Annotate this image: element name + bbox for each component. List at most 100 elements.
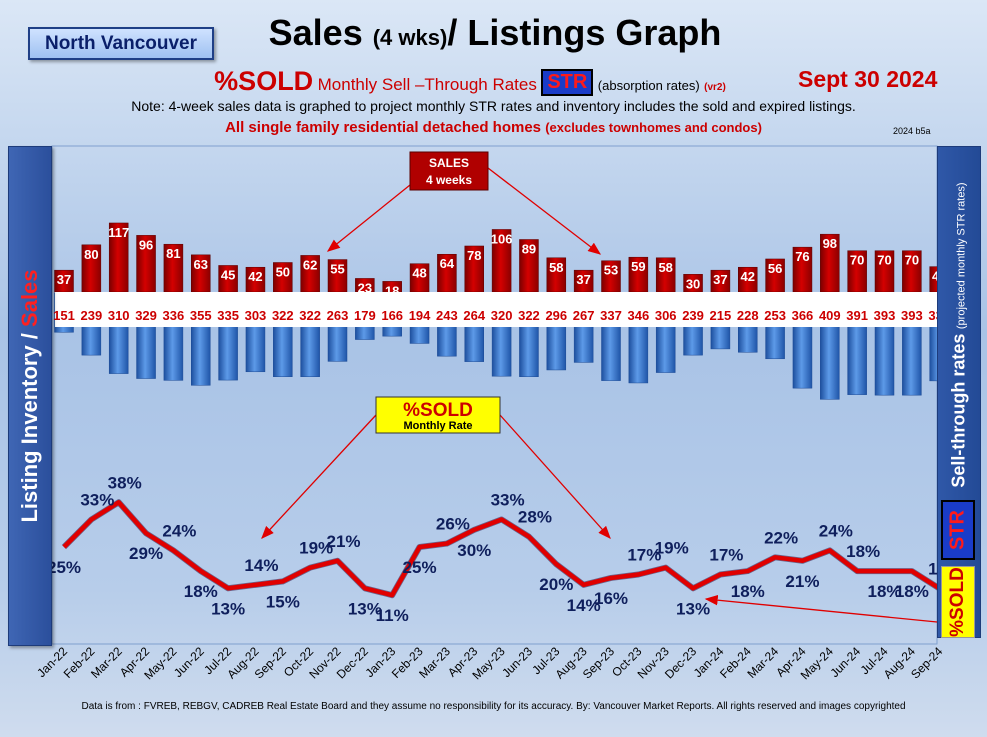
left-axis-label: Listing Inventory / Sales	[17, 269, 43, 522]
sales-value-label: 53	[604, 263, 618, 278]
scope-main: All single family residential detached h…	[225, 119, 542, 136]
inventory-value-label: 243	[436, 308, 458, 323]
right-sold-badge: %SOLD	[941, 566, 975, 638]
version-tag: 2024 b5a	[893, 126, 931, 136]
x-tick-label: Sep-22	[252, 644, 289, 681]
inventory-value-label: 409	[819, 308, 841, 323]
x-tick-label: Mar-24	[744, 644, 781, 681]
page-title: Sales (4 wks)/ Listings Graph	[230, 12, 760, 54]
x-tick-label: Jun-24	[827, 644, 863, 680]
sold-rate-label: 26%	[436, 515, 470, 534]
report-date: Sept 30 2024	[798, 66, 938, 92]
sales-value-label: 96	[139, 237, 153, 252]
sold-callout-line1: %SOLD	[403, 400, 473, 421]
sold-rate-label: 18%	[867, 582, 901, 601]
sales-value-label: 70	[905, 253, 919, 268]
sales-value-label: 18	[385, 283, 399, 298]
sales-value-label: 62	[303, 257, 317, 272]
inventory-value-label: 310	[108, 308, 130, 323]
inventory-value-label: 151	[53, 308, 75, 323]
sales-value-label: 48	[412, 266, 426, 281]
inventory-value-label: 366	[792, 308, 814, 323]
left-axis-part1: Listing Inventory /	[17, 326, 42, 523]
sold-rate-label: 30%	[457, 541, 491, 560]
sales-value-label: 55	[330, 262, 344, 277]
inventory-value-label: 320	[491, 308, 513, 323]
sales-value-label: 70	[877, 253, 891, 268]
sold-rate-label: 33%	[80, 490, 114, 509]
inventory-value-label: 253	[764, 308, 786, 323]
sold-rate-label: 19%	[299, 539, 333, 558]
sales-value-label: 42	[248, 269, 262, 284]
sold-callout: %SOLD Monthly Rate	[261, 396, 938, 623]
sales-labels: 37 80 117 96 81 63 45 42 50 62 55 23 18 48 64 78 106 89 58…	[57, 225, 947, 298]
right-str-text: STR	[946, 510, 969, 550]
subtitle-version: (vr2)	[704, 82, 726, 93]
inventory-value-label: 346	[627, 308, 649, 323]
subtitle-rates: Monthly Sell –Through Rates	[317, 75, 537, 94]
sales-value-label: 37	[57, 272, 71, 287]
sales-value-label: 81	[166, 246, 180, 261]
x-tick-label: Dec-22	[334, 644, 371, 681]
x-tick-label: Mar-23	[416, 644, 453, 681]
sold-rate-label: 29%	[129, 544, 163, 563]
inventory-value-label: 194	[409, 308, 431, 323]
sales-callout: SALES 4 weeks	[326, 151, 602, 255]
inventory-value-label: 239	[682, 308, 704, 323]
x-tick-label: Dec-23	[662, 644, 699, 681]
label-strip	[55, 292, 937, 327]
sold-rate-label: 13%	[348, 599, 382, 618]
inventory-value-label: 329	[135, 308, 157, 323]
sold-rate-label: 18%	[731, 582, 765, 601]
sold-rate-label: 33%	[491, 490, 525, 509]
sold-line	[62, 500, 941, 598]
inventory-value-label: 179	[354, 308, 376, 323]
inventory-value-label: 303	[245, 308, 267, 323]
sold-rate-label: 13%	[211, 599, 245, 618]
sales-callout-line2: 4 weeks	[426, 173, 472, 187]
sales-value-label: 76	[795, 249, 809, 264]
x-tick-label: Jun-23	[499, 644, 535, 680]
x-tick-label: Sep-24	[908, 644, 945, 681]
subtitle-row: %SOLD Monthly Sell –Through Rates STR (a…	[150, 66, 790, 98]
sales-value-label: 58	[658, 260, 672, 275]
sold-rate-label: 15%	[266, 592, 300, 611]
sold-rate-label: 25%	[47, 558, 81, 577]
right-axis-label: Sell-through rates (projected monthly ST…	[949, 182, 970, 487]
x-tick-label: Sep-23	[580, 644, 617, 681]
sold-rate-label: 22%	[764, 528, 798, 547]
sales-value-label: 63	[194, 257, 208, 272]
plot-frame	[51, 145, 938, 645]
inventory-value-label: 335	[217, 308, 239, 323]
sales-value-label: 117	[108, 225, 129, 240]
sales-value-label: 64	[440, 256, 455, 271]
inventory-value-label: 215	[710, 308, 732, 323]
footer-disclaimer: Data is from : FVREB, REBGV, CADREB Real…	[81, 701, 906, 712]
x-tick-label: Mar-22	[88, 644, 125, 681]
scope-exclusion: (excludes townhomes and condos)	[545, 120, 762, 135]
sold-callout-line2: Monthly Rate	[403, 420, 472, 432]
sales-callout-line1: SALES	[429, 156, 469, 170]
inventory-value-label: 322	[299, 308, 321, 323]
inventory-value-label: 267	[573, 308, 595, 323]
inventory-value-label: 322	[272, 308, 294, 323]
sold-rate-label: 14%	[244, 556, 278, 575]
inventory-value-label: 239	[80, 308, 102, 323]
sold-rate-label: 17%	[709, 546, 743, 565]
title-main: Sales	[268, 12, 363, 53]
inventory-value-label: 263	[327, 308, 349, 323]
inventory-value-label: 228	[737, 308, 759, 323]
sold-rate-label: 24%	[819, 521, 853, 540]
scope-text: All single family residential detached h…	[0, 119, 987, 136]
inventory-value-label: 336	[163, 308, 185, 323]
sales-value-label: 37	[713, 272, 727, 287]
inventory-value-label: 306	[655, 308, 677, 323]
sales-value-label: 30	[686, 276, 700, 291]
inventory-value-label: 264	[463, 308, 485, 323]
sales-value-label: 58	[549, 260, 563, 275]
sold-rate-label: 13%	[676, 599, 710, 618]
sold-rate-label: 21%	[326, 532, 360, 551]
sold-rate-label: 18%	[184, 582, 218, 601]
